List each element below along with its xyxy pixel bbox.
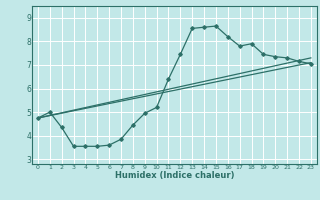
X-axis label: Humidex (Indice chaleur): Humidex (Indice chaleur) [115,171,234,180]
